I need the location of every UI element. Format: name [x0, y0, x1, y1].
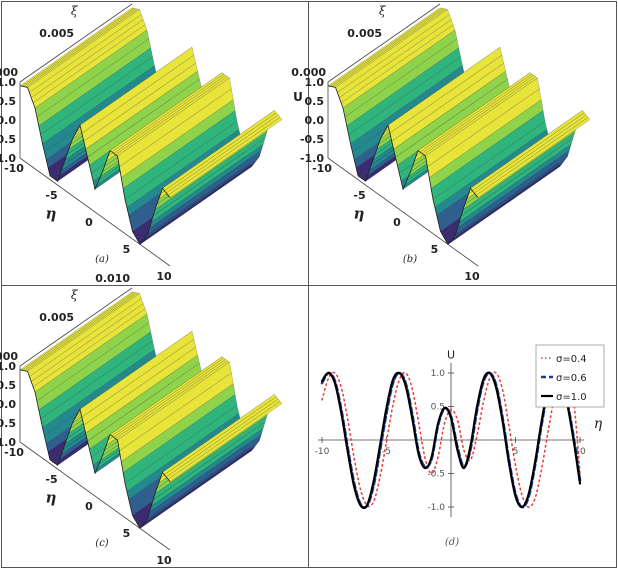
- xi-tick-label: 0.005: [39, 311, 74, 324]
- y-tick-label: 1.0: [431, 369, 446, 379]
- surface-front-profile: [19, 369, 171, 530]
- eta-tick-label: 10: [156, 270, 172, 283]
- eta-tick-label: 5: [123, 243, 131, 256]
- surface-strips: [327, 7, 591, 245]
- eta-axis-line: [19, 441, 171, 551]
- xi-axis-line: [327, 3, 441, 83]
- legend-label: σ=0.4: [556, 354, 587, 365]
- y-tick-label: 0.5: [431, 403, 445, 413]
- xi-tick-label: 0.010: [95, 272, 130, 285]
- surface-plot-c: -10-50510η1.00.50.0-0.5-1.0U0.0000.0050.…: [0, 272, 283, 567]
- eta-tick-label: 0: [393, 216, 401, 229]
- eta-tick-label: -5: [45, 189, 57, 202]
- x-tick-label: 5: [513, 447, 519, 457]
- u-tick-label: 0.5: [0, 379, 16, 392]
- eta-axis-line: [327, 157, 479, 267]
- x-tick-label: -10: [315, 447, 330, 457]
- legend: σ=0.4 σ=0.6 σ=1.0: [535, 344, 605, 408]
- u-tick-label: -1.0: [300, 152, 324, 165]
- panel-caption: (b): [403, 254, 417, 265]
- eta-tick-label: -5: [353, 189, 365, 202]
- xi-tick-label: 0.005: [39, 27, 74, 40]
- u-tick-label: -0.5: [300, 133, 324, 146]
- xi-tick-label: 0.000: [0, 66, 18, 79]
- y-tick-label: -1.0: [427, 503, 445, 513]
- u-tick-label: 1.0: [305, 76, 325, 89]
- eta-tick-label: -5: [45, 473, 57, 486]
- panel-caption: (c): [95, 538, 109, 549]
- eta-tick-label: 5: [123, 527, 131, 540]
- eta-tick-label: -10: [4, 446, 24, 459]
- y-axis-label: U: [447, 348, 455, 361]
- surface-plot-a: -10-50510η1.00.50.0-0.5-1.0U0.0000.0050.…: [0, 0, 283, 283]
- surface-strips: [19, 7, 283, 245]
- eta-tick-label: -10: [312, 162, 332, 175]
- eta-tick-label: 10: [156, 554, 172, 567]
- xi-tick-label: 0.000: [0, 350, 18, 363]
- u-tick-label: 0.0: [0, 398, 16, 411]
- surface-front-profile: [19, 85, 171, 246]
- eta-axis-label: η: [46, 204, 57, 222]
- u-tick-label: -1.0: [0, 152, 16, 165]
- eta-tick-label: 10: [464, 270, 480, 283]
- panel-caption: (d): [445, 537, 459, 548]
- u-tick-label: -1.0: [0, 436, 16, 449]
- xi-axis-label: ξ: [71, 4, 79, 18]
- panel-caption: (a): [95, 254, 109, 265]
- u-tick-label: 0.5: [305, 95, 325, 108]
- eta-tick-label: 0: [85, 216, 93, 229]
- x-tick-label: -5: [382, 447, 391, 457]
- xi-tick-label: 0.010: [403, 0, 438, 1]
- series-sigma-0-4-line: [321, 371, 581, 508]
- xi-axis-line: [19, 287, 133, 367]
- xi-axis-line: [19, 3, 133, 83]
- legend-label: σ=1.0: [556, 392, 587, 403]
- u-tick-label: -0.5: [0, 133, 16, 146]
- u-tick-label: -0.5: [0, 417, 16, 430]
- u-tick-label: 0.0: [0, 114, 16, 127]
- eta-axis-line: [19, 157, 171, 267]
- xi-tick-label: 0.010: [95, 0, 130, 1]
- legend-label: σ=0.6: [556, 373, 587, 384]
- eta-axis-label: η: [46, 488, 57, 506]
- xi-axis-label: ξ: [71, 288, 79, 302]
- xi-tick-label: 0.005: [347, 27, 382, 40]
- panel-frame-d: [308, 285, 617, 568]
- y-tick-label: -0.5: [427, 470, 445, 480]
- u-tick-label: 1.0: [0, 360, 16, 373]
- eta-tick-label: -10: [4, 162, 24, 175]
- eta-tick-label: 5: [431, 243, 439, 256]
- x-axis-label: η: [594, 416, 603, 432]
- x-tick-label: 10: [574, 447, 586, 457]
- legend-box: [535, 344, 605, 408]
- series-sigma-1-0-line: [320, 371, 582, 510]
- xi-tick-label: 0.000: [291, 66, 326, 79]
- u-tick-label: 0.0: [305, 114, 325, 127]
- eta-tick-label: 0: [85, 500, 93, 513]
- u-tick-label: 1.0: [0, 76, 16, 89]
- surface-plot-b: -10 -5 0 5 10 η 1.0 0.5 0.0 -0.5 -1.0 U 0.000 0.005 0.…: [291, 0, 591, 283]
- u-tick-label: 0.5: [0, 95, 16, 108]
- xi-axis-label: ξ: [379, 4, 387, 18]
- surface-front-profile: [327, 85, 479, 246]
- eta-axis-label: η: [354, 204, 365, 222]
- surface-strips: [19, 291, 283, 529]
- line-plot-d: -10 -5 5 10 1.0 0.5 -0.5 -1.0 Uη σ=0.4 σ=0.6 σ=1.0 (…: [315, 344, 605, 548]
- u-axis-label: U: [293, 90, 303, 104]
